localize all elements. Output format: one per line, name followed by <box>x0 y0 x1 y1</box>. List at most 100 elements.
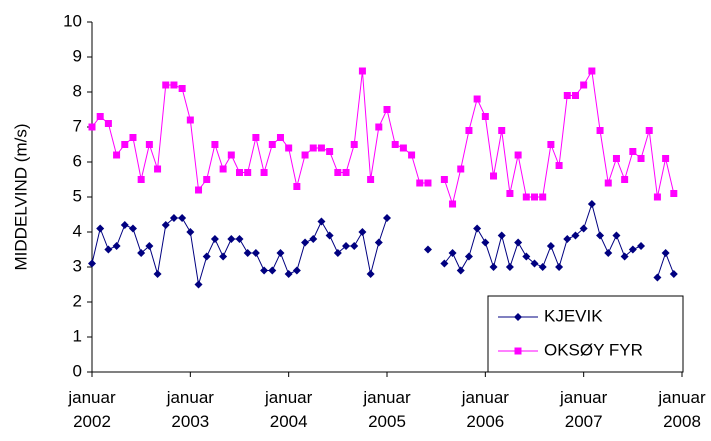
marker <box>210 235 219 243</box>
marker <box>236 169 243 176</box>
marker <box>408 151 416 159</box>
marker <box>563 92 571 99</box>
marker <box>629 148 637 155</box>
marker <box>358 67 366 75</box>
marker <box>260 169 268 176</box>
marker <box>391 141 399 148</box>
marker <box>514 347 522 355</box>
marker <box>457 165 465 173</box>
x-tick-label: januar 2006 <box>461 388 509 431</box>
marker <box>669 270 678 278</box>
marker <box>662 155 670 162</box>
marker <box>571 92 579 99</box>
marker <box>112 242 121 250</box>
marker <box>448 249 457 257</box>
marker <box>252 134 260 141</box>
marker <box>88 259 96 268</box>
y-tick-label: 7 <box>73 116 82 135</box>
marker <box>620 252 629 261</box>
marker <box>571 231 580 240</box>
marker <box>522 193 530 201</box>
x-tick-label: januar 2003 <box>166 388 214 431</box>
marker <box>317 144 325 152</box>
marker <box>219 165 227 173</box>
marker <box>637 242 646 250</box>
marker <box>260 266 269 275</box>
y-tick-label: 9 <box>73 46 82 65</box>
marker <box>121 141 129 148</box>
marker <box>326 148 334 155</box>
marker <box>268 141 276 148</box>
marker <box>612 155 620 162</box>
marker <box>170 81 178 89</box>
marker <box>301 238 310 247</box>
legend-label: KJEVIK <box>544 306 603 325</box>
marker <box>465 127 473 134</box>
marker <box>399 144 407 152</box>
marker <box>596 231 605 240</box>
marker <box>514 151 522 159</box>
marker <box>539 193 547 201</box>
marker <box>596 127 604 134</box>
x-tick-label: januar 2005 <box>363 388 411 431</box>
marker <box>309 235 318 243</box>
marker <box>227 235 236 243</box>
marker <box>604 179 612 187</box>
marker <box>424 179 432 187</box>
marker <box>350 242 359 250</box>
marker <box>481 113 489 120</box>
y-tick-label: 8 <box>73 81 82 100</box>
marker <box>145 141 153 148</box>
marker <box>612 231 621 240</box>
x-tick-label: januar 2002 <box>68 388 116 431</box>
marker <box>178 85 186 92</box>
marker <box>244 169 252 176</box>
marker <box>162 81 170 89</box>
marker <box>670 190 678 197</box>
y-tick-label: 3 <box>73 256 82 275</box>
marker <box>342 169 350 176</box>
marker <box>301 151 309 159</box>
marker <box>531 193 538 201</box>
marker <box>211 141 219 148</box>
x-tick-label: januar 2004 <box>265 388 313 431</box>
marker <box>235 235 244 243</box>
marker <box>522 252 531 261</box>
marker <box>366 270 375 278</box>
marker <box>423 245 432 254</box>
marker <box>497 231 506 240</box>
marker <box>154 165 162 173</box>
marker <box>546 242 555 250</box>
y-tick-label: 10 <box>63 11 82 30</box>
marker <box>153 270 162 278</box>
marker <box>653 273 662 282</box>
marker <box>383 214 391 222</box>
marker <box>194 280 203 289</box>
marker <box>555 263 564 271</box>
marker <box>449 200 457 208</box>
marker <box>251 249 260 257</box>
marker <box>129 134 137 141</box>
marker <box>96 113 104 120</box>
marker <box>186 228 195 236</box>
marker <box>358 228 367 236</box>
y-tick-label: 1 <box>73 326 82 345</box>
marker <box>284 270 293 278</box>
marker <box>203 176 211 183</box>
marker <box>333 249 342 257</box>
marker <box>276 134 284 141</box>
marker <box>498 127 506 134</box>
y-tick-label: 2 <box>73 291 82 310</box>
marker <box>128 224 137 233</box>
marker <box>587 200 596 208</box>
marker <box>506 190 514 197</box>
marker <box>285 144 293 152</box>
marker <box>580 81 588 89</box>
marker <box>514 238 523 247</box>
marker <box>473 95 481 103</box>
marker <box>489 263 498 271</box>
y-tick-label: 6 <box>73 151 82 170</box>
marker <box>473 224 482 233</box>
marker <box>104 120 112 127</box>
